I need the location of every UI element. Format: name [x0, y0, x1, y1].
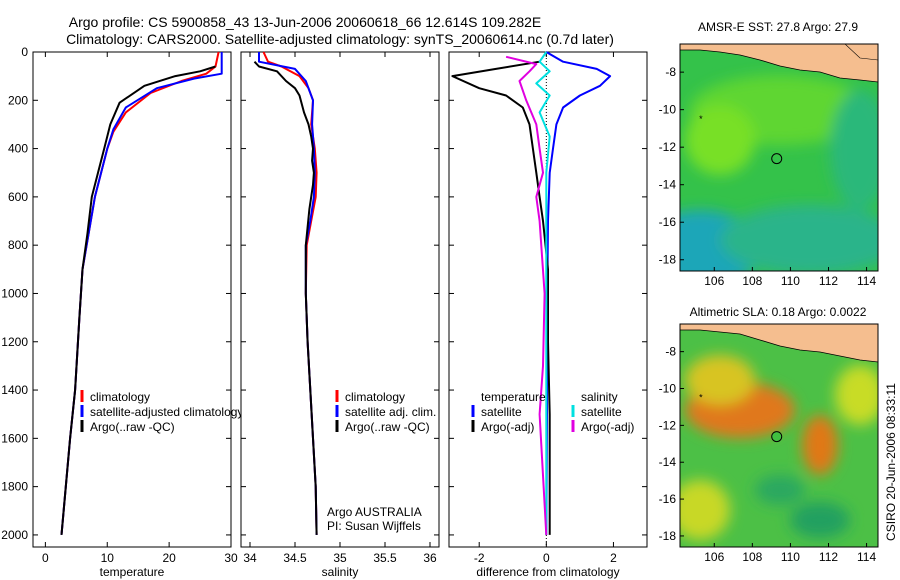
salinity-plot-area: [240, 51, 440, 548]
sst-map-panel: AMSR-E SST: 27.8 Argo: 27.9 106 108 110 112…: [659, 20, 879, 288]
sla-mid-region: [680, 480, 730, 540]
sla-map-title: Altimetric SLA: 0.18 Argo: 0.0022: [690, 305, 867, 319]
sst_map-lat-tick-label: -16: [659, 215, 677, 229]
salinity-x-axis-label: salinity: [322, 565, 359, 579]
difference-x-tick-label: 0: [543, 551, 550, 565]
sla_map-lon-tick-label: 110: [781, 550, 800, 564]
salinity-legend-label: Argo(..raw -QC): [345, 420, 430, 434]
sst_map-lat-tick-label: -8: [665, 65, 676, 79]
temperature-x-tick-label: 10: [101, 551, 115, 565]
difference-legend-label: Argo(-adj): [581, 420, 634, 434]
depth-tick-label: 1000: [1, 286, 28, 300]
depth-tick-label: 1800: [1, 480, 28, 494]
sla_map-argo-float-marker: [771, 431, 783, 443]
depth-tick-label: 1200: [1, 335, 28, 349]
argo-annotation: PI: Susan Wijffels: [327, 519, 421, 533]
salinity-profile-panel: 34 34.5 35 35.5 36 salinity climatologysatelli…: [240, 51, 440, 579]
depth-tick-label: 400: [8, 142, 28, 156]
sst_map-lat-tick-label: -18: [659, 253, 677, 267]
sst-warm-region: [685, 105, 755, 175]
depth-tick-label: 0: [21, 45, 28, 59]
difference-x-tick-label: 2: [610, 551, 617, 565]
sst_map-lon-tick-label: 106: [704, 274, 724, 288]
difference-series-line-2: [535, 51, 551, 535]
sla-map-panel: Altimetric SLA: 0.18 Argo: 0.0022 106 108…: [659, 305, 879, 564]
depth-tick-label: 2000: [1, 528, 28, 542]
difference-legend-salinity-header: salinity: [581, 390, 618, 404]
temperature-x-tick-label: 0: [42, 551, 49, 565]
sla-mid-region: [685, 355, 755, 405]
difference-legend-temperature-header: temperature: [481, 390, 546, 404]
salinity-legend-label: satellite adj. clim.: [345, 405, 436, 419]
sst_map-lon-tick-label: 114: [857, 274, 876, 288]
sla_map-lat-tick-label: -14: [659, 455, 677, 469]
sla-low-region: [790, 502, 850, 538]
sla-low-region: [755, 475, 805, 505]
sst-map-title: AMSR-E SST: 27.8 Argo: 27.9: [698, 20, 858, 34]
sst_map-island-marker: *: [699, 114, 703, 124]
difference-x-tick-label: -2: [474, 551, 485, 565]
sla_map-lat-tick-label: -8: [665, 345, 676, 359]
temperature-x-axis-label: temperature: [100, 565, 165, 579]
temperature-legend-label: climatology: [90, 390, 150, 404]
sst_map-argo-float-marker: [771, 153, 783, 165]
salinity-x-tick-label: 36: [423, 551, 437, 565]
difference-series-line-3: [505, 55, 548, 535]
temperature-legend-label: Argo(..raw -QC): [90, 420, 175, 434]
temperature-legend-label: satellite-adjusted climatology: [90, 405, 243, 419]
sla_map-lon-tick-label: 112: [819, 550, 838, 564]
sst-cool-region: [720, 205, 878, 271]
sla_map-lon-tick-label: 108: [742, 550, 762, 564]
sla_map-lon-tick-label: 106: [704, 550, 724, 564]
salinity-legend-label: climatology: [345, 390, 405, 404]
difference-legend-label: satellite: [481, 405, 522, 419]
difference-legend-label: Argo(-adj): [481, 420, 534, 434]
salinity-x-tick-label: 34.5: [283, 551, 307, 565]
salinity-x-tick-label: 35: [333, 551, 347, 565]
depth-tick-label: 800: [8, 238, 28, 252]
sst-land-java: [680, 44, 878, 83]
difference-series-line-1: [451, 60, 551, 535]
sla_map-lat-tick-label: -18: [659, 529, 677, 543]
sla-mid-region: [835, 365, 878, 425]
depth-tick-label: 1400: [1, 383, 28, 397]
sla-mid-region: [802, 415, 838, 475]
difference-x-axis-label: difference from climatology: [476, 565, 619, 579]
sst_map-lon-tick-label: 108: [742, 274, 762, 288]
depth-tick-label: 1600: [1, 431, 28, 445]
sst-cool-region: [830, 90, 878, 210]
sst-land-bali: [844, 44, 878, 61]
salinity-x-tick-label: 35.5: [373, 551, 397, 565]
depth-tick-label: 200: [8, 93, 28, 107]
sst_map-lat-tick-label: -12: [659, 140, 677, 154]
sst_map-lon-tick-label: 110: [781, 274, 800, 288]
depth-tick-label: 600: [8, 190, 28, 204]
sst_map-lat-tick-label: -10: [659, 103, 677, 117]
figure-title-line1: Argo profile: CS 5900858_43 13-Jun-2006 …: [69, 14, 542, 30]
figure-title-line2: Climatology: CARS2000. Satellite-adjuste…: [66, 31, 614, 47]
temperature-plot-area: [32, 51, 232, 548]
sla_map-lat-tick-label: -10: [659, 382, 677, 396]
salinity-series-line-2: [253, 61, 318, 535]
temperature-series-line-2: [60, 65, 216, 535]
temperature-x-tick-label: 20: [162, 551, 176, 565]
difference-legend-label: satellite: [581, 405, 622, 419]
temperature-profile-panel: 0 10 20 30 temperature 0 200 400 600 800 1000 1200 1…: [1, 45, 243, 579]
sst_map-lat-tick-label: -14: [659, 178, 677, 192]
salinity-x-tick-label: 34: [243, 551, 257, 565]
sst_map-lon-tick-label: 112: [819, 274, 838, 288]
argo-annotation: Argo AUSTRALIA: [327, 505, 422, 519]
sla_map-lon-tick-label: 114: [857, 550, 876, 564]
footer-timestamp: CSIRO 20-Jun-2006 08:33:11: [884, 383, 898, 541]
sla-land-java: [680, 324, 878, 363]
temperature-x-tick-label: 30: [224, 551, 238, 565]
sla_map-island-marker: *: [699, 393, 703, 403]
sla_map-lat-tick-label: -16: [659, 492, 677, 506]
sla_map-lat-tick-label: -12: [659, 418, 677, 432]
